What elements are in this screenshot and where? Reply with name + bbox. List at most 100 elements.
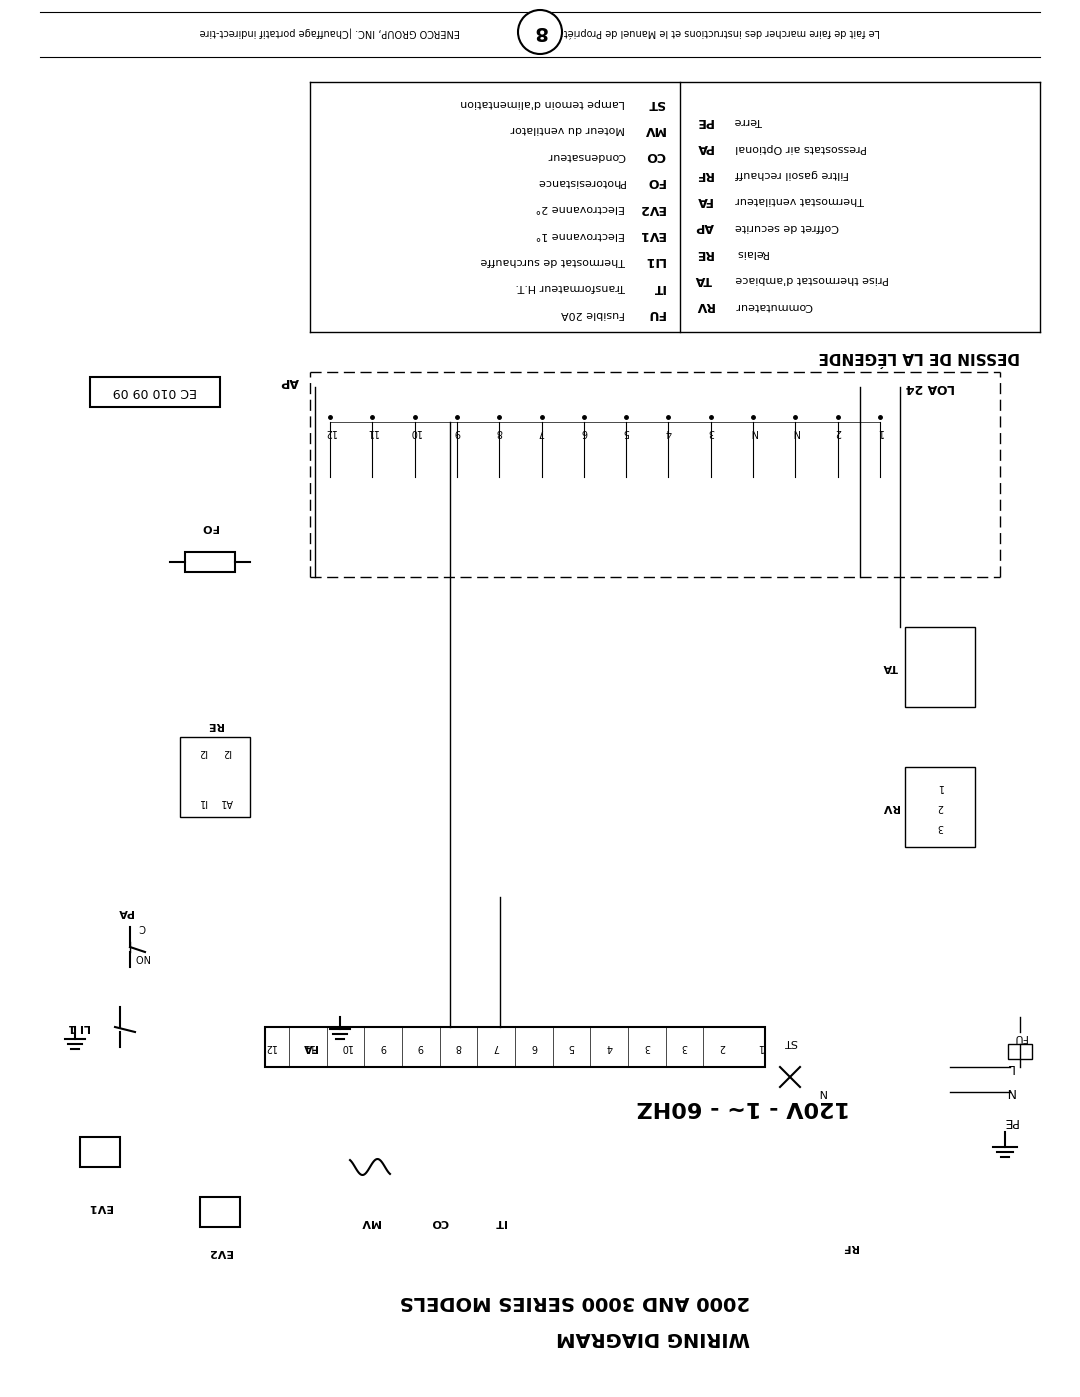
Text: TA: TA	[696, 272, 712, 286]
Text: Moteur du ventilator: Moteur du ventilator	[511, 124, 625, 134]
Text: EV1: EV1	[87, 1201, 112, 1213]
Text: l2: l2	[222, 747, 231, 757]
Bar	[200, 1197, 240, 1227]
Text: LI1: LI1	[644, 254, 665, 267]
Text: WIRING DIAGRAM: WIRING DIAGRAM	[556, 1327, 750, 1347]
Text: Electrovanne 1°: Electrovanne 1°	[536, 229, 625, 240]
Text: ENERCO GROUP, INC. |Chauffage portatif indirect-tire: ENERCO GROUP, INC. |Chauffage portatif i…	[200, 27, 460, 38]
Text: Terre: Terre	[735, 116, 762, 127]
Text: RE: RE	[207, 719, 224, 731]
Text: NO: NO	[135, 951, 149, 963]
Text: N: N	[818, 1087, 826, 1097]
Bar	[905, 627, 975, 707]
Circle shape	[500, 1155, 524, 1179]
Text: CO: CO	[645, 149, 665, 162]
Bar	[90, 377, 220, 407]
Text: IT: IT	[495, 1217, 505, 1227]
Circle shape	[772, 1059, 808, 1095]
Circle shape	[838, 1190, 862, 1214]
Text: Relais: Relais	[735, 249, 768, 258]
Text: Condensateur: Condensateur	[546, 151, 625, 161]
Bar	[1008, 1044, 1032, 1059]
Text: PA: PA	[696, 141, 713, 154]
Text: 120V - 1~ - 60HZ: 120V - 1~ - 60HZ	[636, 1097, 850, 1118]
Text: C: C	[138, 922, 146, 932]
Text: FU: FU	[1013, 1032, 1027, 1042]
Text: Filtre gasoil rechauff: Filtre gasoil rechauff	[735, 169, 849, 179]
Text: LOA 24: LOA 24	[905, 380, 955, 394]
Text: FU: FU	[647, 307, 665, 320]
Text: N: N	[792, 427, 799, 437]
Text: 7: 7	[494, 1042, 499, 1052]
Text: MV: MV	[361, 1217, 380, 1227]
Text: Lampe temoin d'alimentation: Lampe temoin d'alimentation	[460, 98, 625, 108]
Bar	[185, 552, 235, 571]
Text: PE: PE	[696, 115, 713, 129]
Text: FA: FA	[302, 1042, 318, 1052]
Text: 5: 5	[568, 1042, 575, 1052]
Text: l2: l2	[199, 747, 207, 757]
Text: Prise thermostat d'ambiace: Prise thermostat d'ambiace	[735, 274, 889, 285]
Text: Commutateur: Commutateur	[735, 300, 812, 310]
Text: 3: 3	[937, 821, 943, 833]
Text: AP: AP	[696, 221, 714, 233]
Text: IT: IT	[652, 281, 665, 293]
Text: MV: MV	[643, 123, 665, 136]
Text: L: L	[1007, 1060, 1013, 1073]
Text: 8: 8	[496, 427, 502, 437]
Text: 5: 5	[623, 427, 630, 437]
Bar	[265, 1027, 765, 1067]
Text: 9: 9	[380, 1042, 387, 1052]
Text: 12: 12	[324, 427, 336, 437]
Text: 12: 12	[264, 1042, 276, 1052]
Text: 4: 4	[665, 427, 672, 437]
Text: EV2: EV2	[208, 1248, 232, 1257]
Text: 2: 2	[936, 802, 943, 812]
Circle shape	[420, 1147, 460, 1187]
Circle shape	[832, 1160, 868, 1194]
Text: ST: ST	[783, 1037, 797, 1046]
Bar	[80, 1137, 120, 1166]
Text: TA: TA	[882, 662, 897, 672]
Text: EV1: EV1	[638, 228, 665, 242]
Text: RF: RF	[696, 168, 713, 180]
Text: Thermostat ventilateur: Thermostat ventilateur	[735, 196, 864, 205]
Text: 10: 10	[408, 427, 421, 437]
Text: RF: RF	[842, 1242, 858, 1252]
Text: N: N	[1005, 1085, 1015, 1098]
Text: 1: 1	[937, 782, 943, 792]
Text: 7: 7	[539, 427, 544, 437]
Text: DESSIN DE LA LÉGENDE: DESSIN DE LA LÉGENDE	[819, 349, 1020, 365]
Text: ST: ST	[647, 96, 665, 109]
Text: LI 1: LI 1	[69, 1023, 92, 1032]
Text: 9: 9	[454, 427, 460, 437]
Text: 11: 11	[366, 427, 378, 437]
Text: RE: RE	[696, 246, 713, 260]
Text: 3: 3	[681, 1042, 688, 1052]
Text: PE: PE	[1002, 1115, 1017, 1129]
Text: l1: l1	[199, 798, 207, 807]
Text: CO: CO	[431, 1217, 449, 1227]
Text: 3: 3	[644, 1042, 650, 1052]
Text: RV: RV	[696, 299, 714, 312]
Text: 8: 8	[534, 22, 546, 42]
Text: A1: A1	[220, 798, 233, 807]
Circle shape	[342, 1139, 399, 1194]
Circle shape	[518, 10, 562, 54]
Text: RV: RV	[881, 802, 899, 812]
Text: AP: AP	[281, 376, 299, 388]
Text: 2: 2	[719, 1042, 726, 1052]
Text: Pressostats air Optional: Pressostats air Optional	[735, 142, 867, 152]
Text: Thermostat de surchauffe: Thermostat de surchauffe	[481, 256, 625, 265]
Text: EV2: EV2	[638, 201, 665, 215]
Text: EC 010 09 09: EC 010 09 09	[113, 386, 198, 398]
Text: 6: 6	[530, 1042, 537, 1052]
Text: 2: 2	[835, 427, 841, 437]
Text: N: N	[750, 427, 757, 437]
Text: 4: 4	[606, 1042, 612, 1052]
Text: Coffret de securite: Coffret de securite	[735, 222, 839, 232]
Text: Electrovanne 2°: Electrovanne 2°	[536, 204, 625, 214]
Text: 1: 1	[757, 1042, 764, 1052]
Bar	[905, 767, 975, 847]
Text: 2000 AND 3000 SERIES MODELS: 2000 AND 3000 SERIES MODELS	[400, 1292, 750, 1312]
